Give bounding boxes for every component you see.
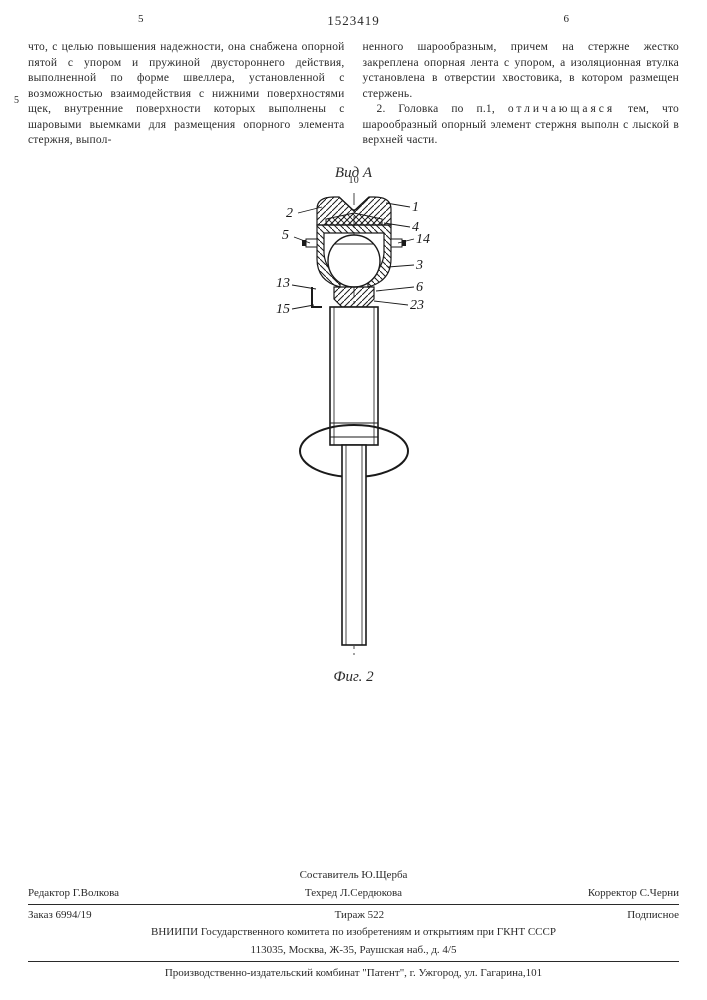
line-marker-5: 5 bbox=[14, 94, 19, 108]
right-column: 10 ненного шарообразным, причем на стерж… bbox=[363, 40, 680, 149]
label-23: 23 bbox=[410, 298, 424, 313]
editor: Редактор Г.Волкова bbox=[28, 886, 119, 901]
top-assembly bbox=[302, 197, 406, 307]
figure-area: Вид А bbox=[28, 163, 679, 688]
column-number-left: 5 bbox=[138, 12, 144, 27]
divider-1 bbox=[28, 904, 679, 905]
techred: Техред Л.Сердюкова bbox=[305, 886, 402, 901]
compiler: Составитель Ю.Щерба bbox=[28, 868, 679, 883]
body-text: 5 что, с целью повышения надежности, она… bbox=[28, 40, 679, 149]
page-header: 5 1523419 6 bbox=[28, 12, 679, 38]
addr2: Производственно-издательский комбинат "П… bbox=[28, 966, 679, 981]
order: Заказ 6994/19 bbox=[28, 908, 92, 923]
label-1: 1 bbox=[412, 200, 419, 215]
corrector: Корректор С.Черни bbox=[588, 886, 679, 901]
claim2-spaced: отличающаяся bbox=[508, 103, 615, 115]
figure-svg: 2 1 4 5 14 3 6 23 13 15 bbox=[194, 187, 514, 657]
figure-caption: Фиг. 2 bbox=[28, 667, 679, 687]
label-15: 15 bbox=[276, 302, 290, 317]
right-paragraph-2: 2. Головка по п.1, отличающаяся тем, что… bbox=[363, 102, 680, 149]
document-number: 1523419 bbox=[327, 12, 380, 30]
divider-2 bbox=[28, 961, 679, 962]
column-number-right: 6 bbox=[564, 12, 570, 27]
addr1: 113035, Москва, Ж-35, Раушская наб., д. … bbox=[28, 943, 679, 958]
credits-row: Редактор Г.Волкова Техред Л.Сердюкова Ко… bbox=[28, 886, 679, 901]
line-marker-10: 10 bbox=[349, 174, 359, 188]
footer-block: Составитель Ю.Щерба Редактор Г.Волкова Т… bbox=[28, 868, 679, 984]
right-paragraph-1: ненного шарообразным, причем на стержне … bbox=[363, 40, 680, 102]
label-14: 14 bbox=[416, 232, 430, 247]
label-6: 6 bbox=[416, 280, 423, 295]
print-row: Заказ 6994/19 Тираж 522 Подписное bbox=[28, 908, 679, 923]
org: ВНИИПИ Государственного комитета по изоб… bbox=[28, 925, 679, 940]
subscription: Подписное bbox=[627, 908, 679, 923]
label-5: 5 bbox=[282, 228, 289, 243]
lower-rod bbox=[342, 445, 366, 645]
tirazh: Тираж 522 bbox=[335, 908, 385, 923]
left-column: 5 что, с целью повышения надежности, она… bbox=[28, 40, 345, 149]
label-3: 3 bbox=[415, 258, 423, 273]
claim2-prefix: 2. Головка по п.1, bbox=[377, 103, 508, 115]
label-2: 2 bbox=[286, 206, 293, 221]
left-paragraph: что, с целью повышения надежности, она с… bbox=[28, 41, 345, 146]
label-13: 13 bbox=[276, 276, 290, 291]
